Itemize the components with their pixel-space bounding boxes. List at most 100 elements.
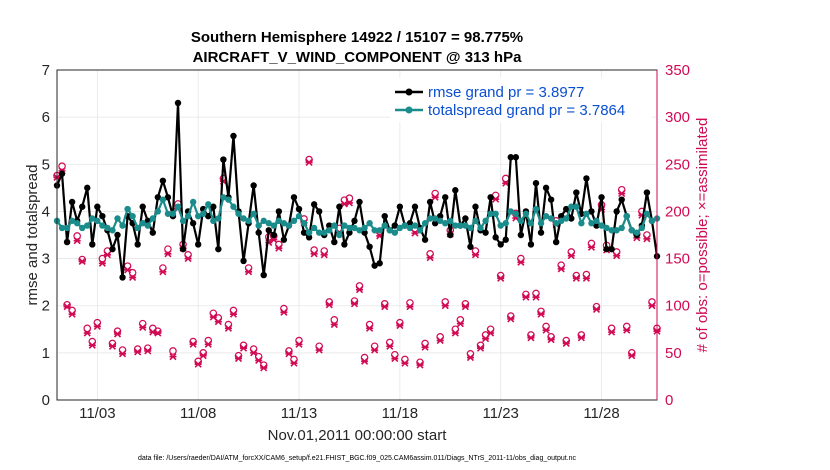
- totalspread-point: [194, 212, 202, 220]
- rmse-point: [194, 241, 202, 248]
- totalspread-point: [139, 220, 146, 227]
- totalspread-point: [205, 201, 212, 208]
- rmse-point: [230, 132, 237, 140]
- rmse-point: [265, 227, 272, 234]
- totalspread-point: [532, 205, 540, 213]
- y-right-tick-label-4: 150: [665, 251, 690, 268]
- obs-assimilated-point: [350, 300, 359, 308]
- rmse-point: [467, 243, 474, 250]
- rmse-point: [502, 236, 509, 243]
- totalspread-point: [477, 224, 484, 232]
- obs-assimilated-point: [562, 339, 570, 347]
- totalspread-point: [552, 220, 560, 227]
- rmse-point: [643, 189, 651, 196]
- totalspread-point: [58, 224, 66, 232]
- totalspread-point: [305, 229, 313, 236]
- rmse-point: [487, 194, 494, 201]
- obs-assimilated-point: [129, 273, 137, 281]
- totalspread-point: [124, 205, 131, 213]
- rmse-point: [295, 205, 303, 213]
- totalspread-point: [63, 224, 71, 232]
- obs-assimilated-point: [68, 310, 76, 318]
- rmse-point: [436, 212, 444, 220]
- obs-assimilated-point: [93, 322, 101, 331]
- totalspread-point: [527, 220, 535, 227]
- obs-assimilated-point: [144, 347, 152, 355]
- obs-assimilated-point: [431, 193, 439, 201]
- obs-assimilated-point: [214, 318, 222, 326]
- obs-assimilated-point: [416, 361, 424, 369]
- rmse-point: [331, 238, 338, 246]
- rmse-point: [462, 215, 469, 222]
- obs-assimilated-point: [270, 236, 278, 244]
- obs-assimilated-point: [441, 302, 449, 310]
- obs-assimilated-point: [517, 258, 525, 266]
- obs-assimilated-point: [194, 360, 202, 368]
- rmse-point: [189, 220, 197, 227]
- totalspread-point: [603, 224, 610, 232]
- rmse-point: [396, 203, 404, 210]
- obs-assimilated-point: [643, 235, 651, 243]
- rmse-point: [603, 245, 610, 253]
- rmse-point: [381, 212, 388, 220]
- rmse-point: [159, 177, 167, 184]
- obs-assimilated-point: [260, 364, 268, 372]
- totalspread-point: [114, 215, 121, 222]
- obs-assimilated-point: [502, 179, 510, 187]
- obs-assimilated-point: [532, 293, 540, 301]
- rmse-point: [290, 194, 298, 201]
- totalspread-point: [315, 229, 323, 236]
- y-tick-label-4: 3: [42, 251, 50, 268]
- totalspread-point: [174, 203, 182, 210]
- x-tick-label-6: 11/28: [583, 405, 619, 422]
- chart-title-line2: AIRCRAFT_V_WIND_COMPONENT @ 313 hPa: [193, 49, 523, 66]
- rmse-point: [366, 243, 373, 250]
- obs-assimilated-point: [391, 354, 399, 363]
- obs-assimilated-point: [88, 341, 96, 349]
- obs-assimilated-point: [285, 350, 293, 358]
- rmse-point: [336, 203, 343, 210]
- obs-assimilated-point: [73, 237, 81, 245]
- obs-assimilated-point: [139, 323, 147, 331]
- obs-assimilated-point: [401, 359, 409, 367]
- totalspread-point: [558, 217, 565, 225]
- totalspread-point: [79, 224, 86, 232]
- obs-assimilated-point: [108, 342, 117, 350]
- rmse-point: [99, 212, 106, 220]
- obs-assimilated-point: [421, 343, 429, 351]
- obs-assimilated-point: [613, 252, 621, 260]
- legend-spread-marker: [405, 106, 413, 114]
- obs-assimilated-point: [103, 251, 111, 259]
- totalspread-point: [331, 222, 338, 229]
- rmse-point: [326, 222, 333, 229]
- rmse-point: [210, 203, 217, 210]
- totalspread-point: [537, 220, 545, 227]
- totalspread-point: [457, 222, 464, 229]
- obs-assimilated-point: [537, 310, 545, 318]
- obs-assimilated-point: [542, 326, 550, 334]
- x-tick-label-4: 11/18: [382, 405, 418, 422]
- totalspread-point: [381, 222, 388, 229]
- rmse-point: [542, 184, 550, 192]
- obs-assimilated-point: [461, 303, 469, 311]
- obs-assimilated-point: [557, 265, 565, 273]
- x-tick-label-1: 11/03: [79, 405, 115, 422]
- rmse-point: [164, 194, 172, 201]
- totalspread-point: [391, 229, 399, 236]
- obs-possible-point: [83, 324, 92, 333]
- rmse-point: [154, 194, 162, 201]
- rmse-point: [205, 212, 212, 220]
- totalspread-point: [628, 227, 635, 234]
- rmse-point: [89, 241, 96, 248]
- rmse-point: [94, 203, 101, 210]
- totalspread-point: [210, 217, 217, 225]
- rmse-point: [300, 229, 308, 236]
- totalspread-point: [260, 217, 267, 225]
- totalspread-point: [270, 222, 278, 229]
- rmse-point: [406, 220, 414, 227]
- y-right-tick-label-1: 0: [665, 392, 673, 409]
- totalspread-point: [623, 212, 630, 220]
- rmse-point: [79, 203, 86, 210]
- obs-assimilated-point: [189, 340, 197, 348]
- totalspread-point: [613, 227, 620, 234]
